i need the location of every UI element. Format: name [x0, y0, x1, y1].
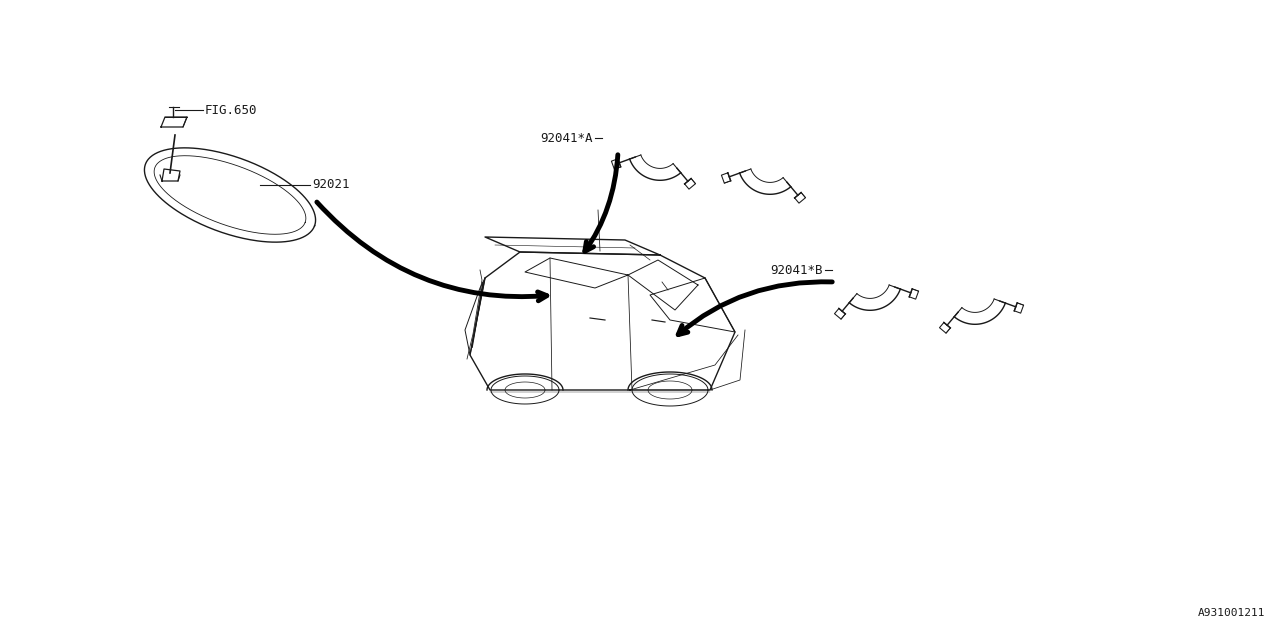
Text: 92041*A: 92041*A: [540, 131, 593, 145]
Text: A931001211: A931001211: [1198, 608, 1265, 618]
Text: FIG.650: FIG.650: [205, 104, 257, 116]
Text: 92041*B: 92041*B: [771, 264, 823, 276]
Text: 92021: 92021: [312, 179, 349, 191]
